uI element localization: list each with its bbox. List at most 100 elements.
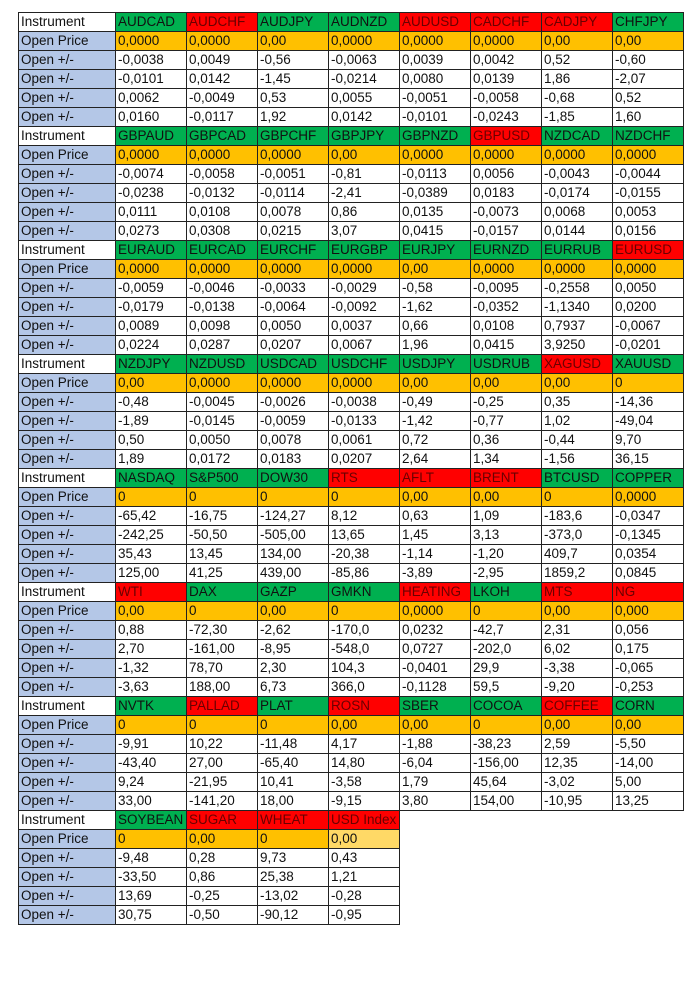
table-row: Open +/- -3,63 188,00 6,73 366,0 -0,1128 59,5-… xyxy=(18,677,684,697)
instrument-header[interactable]: HEATING xyxy=(399,582,471,602)
empty-cell xyxy=(613,887,684,906)
open-change-cell: -0,0045 xyxy=(186,392,258,412)
instrument-header[interactable]: CADCHF xyxy=(470,12,542,32)
instrument-header[interactable]: AUDNZD xyxy=(328,12,400,32)
instrument-header[interactable]: AFLT xyxy=(399,468,471,488)
instrument-header[interactable]: CHFJPY xyxy=(612,12,684,32)
instrument-header[interactable]: NZDCHF xyxy=(612,126,684,146)
instrument-header[interactable]: XAGUSD xyxy=(541,354,613,374)
instrument-header[interactable]: GBPNZD xyxy=(399,126,471,146)
open-price-label: Open Price xyxy=(18,829,116,849)
open-price-cell: 0 xyxy=(186,715,258,735)
instrument-header[interactable]: GAZP xyxy=(257,582,329,602)
instrument-header[interactable]: EURCAD xyxy=(186,240,258,260)
instrument-header[interactable]: PLAT xyxy=(257,696,329,716)
open-price-cell: 0,00 xyxy=(186,829,258,849)
instrument-header[interactable]: NASDAQ xyxy=(115,468,187,488)
open-change-cell: -161,00 xyxy=(186,639,258,659)
open-price-cell: 0,00 xyxy=(541,31,613,51)
instrument-header[interactable]: NZDCAD xyxy=(541,126,613,146)
instrument-header[interactable]: RTS xyxy=(328,468,400,488)
open-change-cell: -0,0029 xyxy=(328,278,400,298)
instrument-header[interactable]: AUDCHF xyxy=(186,12,258,32)
empty-cell xyxy=(400,887,471,906)
instrument-header[interactable]: USDCAD xyxy=(257,354,329,374)
table-row: Open Price 0,0000 0,0000 0,0000 0,00 0,0000 0,… xyxy=(18,145,684,165)
instrument-header[interactable]: GBPCAD xyxy=(186,126,258,146)
instrument-header[interactable]: AUDCAD xyxy=(115,12,187,32)
open-price-label: Open Price xyxy=(18,715,116,735)
instrument-header[interactable]: NZDUSD xyxy=(186,354,258,374)
instrument-header[interactable]: EURJPY xyxy=(399,240,471,260)
instrument-header[interactable]: DOW30 xyxy=(257,468,329,488)
instrument-header[interactable]: AUDUSD xyxy=(399,12,471,32)
instrument-header[interactable]: NG xyxy=(612,582,684,602)
open-change-cell: 0,0845 xyxy=(612,563,684,583)
instrument-header[interactable]: EURUSD xyxy=(612,240,684,260)
table-row: Instrument NVTK PALLAD PLAT ROSN SBER COCOA COF… xyxy=(18,696,684,716)
instrument-header[interactable]: NVTK xyxy=(115,696,187,716)
open-change-cell: -0,0063 xyxy=(328,50,400,70)
instrument-header[interactable]: EURRUB xyxy=(541,240,613,260)
open-change-cell: 18,00 xyxy=(257,791,329,811)
instrument-header[interactable]: XAUUSD xyxy=(612,354,684,374)
instrument-header[interactable]: NZDJPY xyxy=(115,354,187,374)
instrument-header[interactable]: COFFEE xyxy=(541,696,613,716)
instrument-header[interactable]: GBPAUD xyxy=(115,126,187,146)
open-change-cell: 0,0156 xyxy=(612,221,684,241)
table-row: Open +/- 13,69 -0,25 -13,02 -0,28 xyxy=(18,886,684,906)
open-change-cell: -11,48 xyxy=(257,734,329,754)
instrument-header[interactable]: WHEAT xyxy=(257,810,329,830)
instrument-header[interactable]: EURNZD xyxy=(470,240,542,260)
instrument-header[interactable]: USDCHF xyxy=(328,354,400,374)
instrument-header[interactable]: EURGBP xyxy=(328,240,400,260)
open-change-cell: -0,0026 xyxy=(257,392,329,412)
instrument-header[interactable]: COCOA xyxy=(470,696,542,716)
empty-cell xyxy=(400,849,471,868)
open-change-cell: -65,42 xyxy=(115,506,187,526)
instrument-header[interactable]: DAX xyxy=(186,582,258,602)
empty-cell xyxy=(471,868,542,887)
instrument-header[interactable]: S&P500 xyxy=(186,468,258,488)
instrument-header[interactable]: EURAUD xyxy=(115,240,187,260)
instrument-header[interactable]: GBPCHF xyxy=(257,126,329,146)
instrument-header[interactable]: CORN xyxy=(612,696,684,716)
open-change-cell: 41,25 xyxy=(186,563,258,583)
open-change-cell: -124,27 xyxy=(257,506,329,526)
instrument-header[interactable]: BTCUSD xyxy=(541,468,613,488)
instrument-header[interactable]: COPPER xyxy=(612,468,684,488)
open-change-cell: 13,65 xyxy=(328,525,400,545)
instrument-header[interactable]: CADJPY xyxy=(541,12,613,32)
open-change-label: Open +/- xyxy=(18,69,116,89)
instrument-header[interactable]: LKOH xyxy=(470,582,542,602)
instrument-header[interactable]: AUDJPY xyxy=(257,12,329,32)
instrument-header[interactable]: BRENT xyxy=(470,468,542,488)
instrument-header[interactable]: SOYBEAN xyxy=(115,810,187,830)
instrument-header[interactable]: GBPUSD xyxy=(470,126,542,146)
instrument-header[interactable]: ROSN xyxy=(328,696,400,716)
open-change-label: Open +/- xyxy=(18,430,116,450)
open-change-cell: 0,0050 xyxy=(257,316,329,336)
open-price-cell: 0,0000 xyxy=(328,31,400,51)
open-change-cell: 0,0273 xyxy=(115,221,187,241)
instrument-header[interactable]: USD Index xyxy=(328,810,400,830)
instrument-header[interactable]: MTS xyxy=(541,582,613,602)
instrument-header[interactable]: PALLAD xyxy=(186,696,258,716)
instrument-header[interactable]: SBER xyxy=(399,696,471,716)
instrument-header[interactable]: USDJPY xyxy=(399,354,471,374)
instrument-header[interactable]: USDRUB xyxy=(470,354,542,374)
open-price-cell: 0,00 xyxy=(257,601,329,621)
open-price-label: Open Price xyxy=(18,601,116,621)
open-change-cell: -43,40 xyxy=(115,753,187,773)
instrument-header[interactable]: GMKN xyxy=(328,582,400,602)
open-change-cell: 0,0232 xyxy=(399,620,471,640)
instrument-header[interactable]: GBPJPY xyxy=(328,126,400,146)
table-row: Instrument NZDJPY NZDUSD USDCAD USDCHF USDJPY… xyxy=(18,354,684,374)
empty-cell xyxy=(613,830,684,849)
instrument-header[interactable]: WTI xyxy=(115,582,187,602)
open-change-cell: 33,00 xyxy=(115,791,187,811)
open-change-label: Open +/- xyxy=(18,449,116,469)
instrument-header[interactable]: SUGAR xyxy=(186,810,258,830)
instrument-header[interactable]: EURCHF xyxy=(257,240,329,260)
open-change-cell: 0,0111 xyxy=(115,202,187,222)
